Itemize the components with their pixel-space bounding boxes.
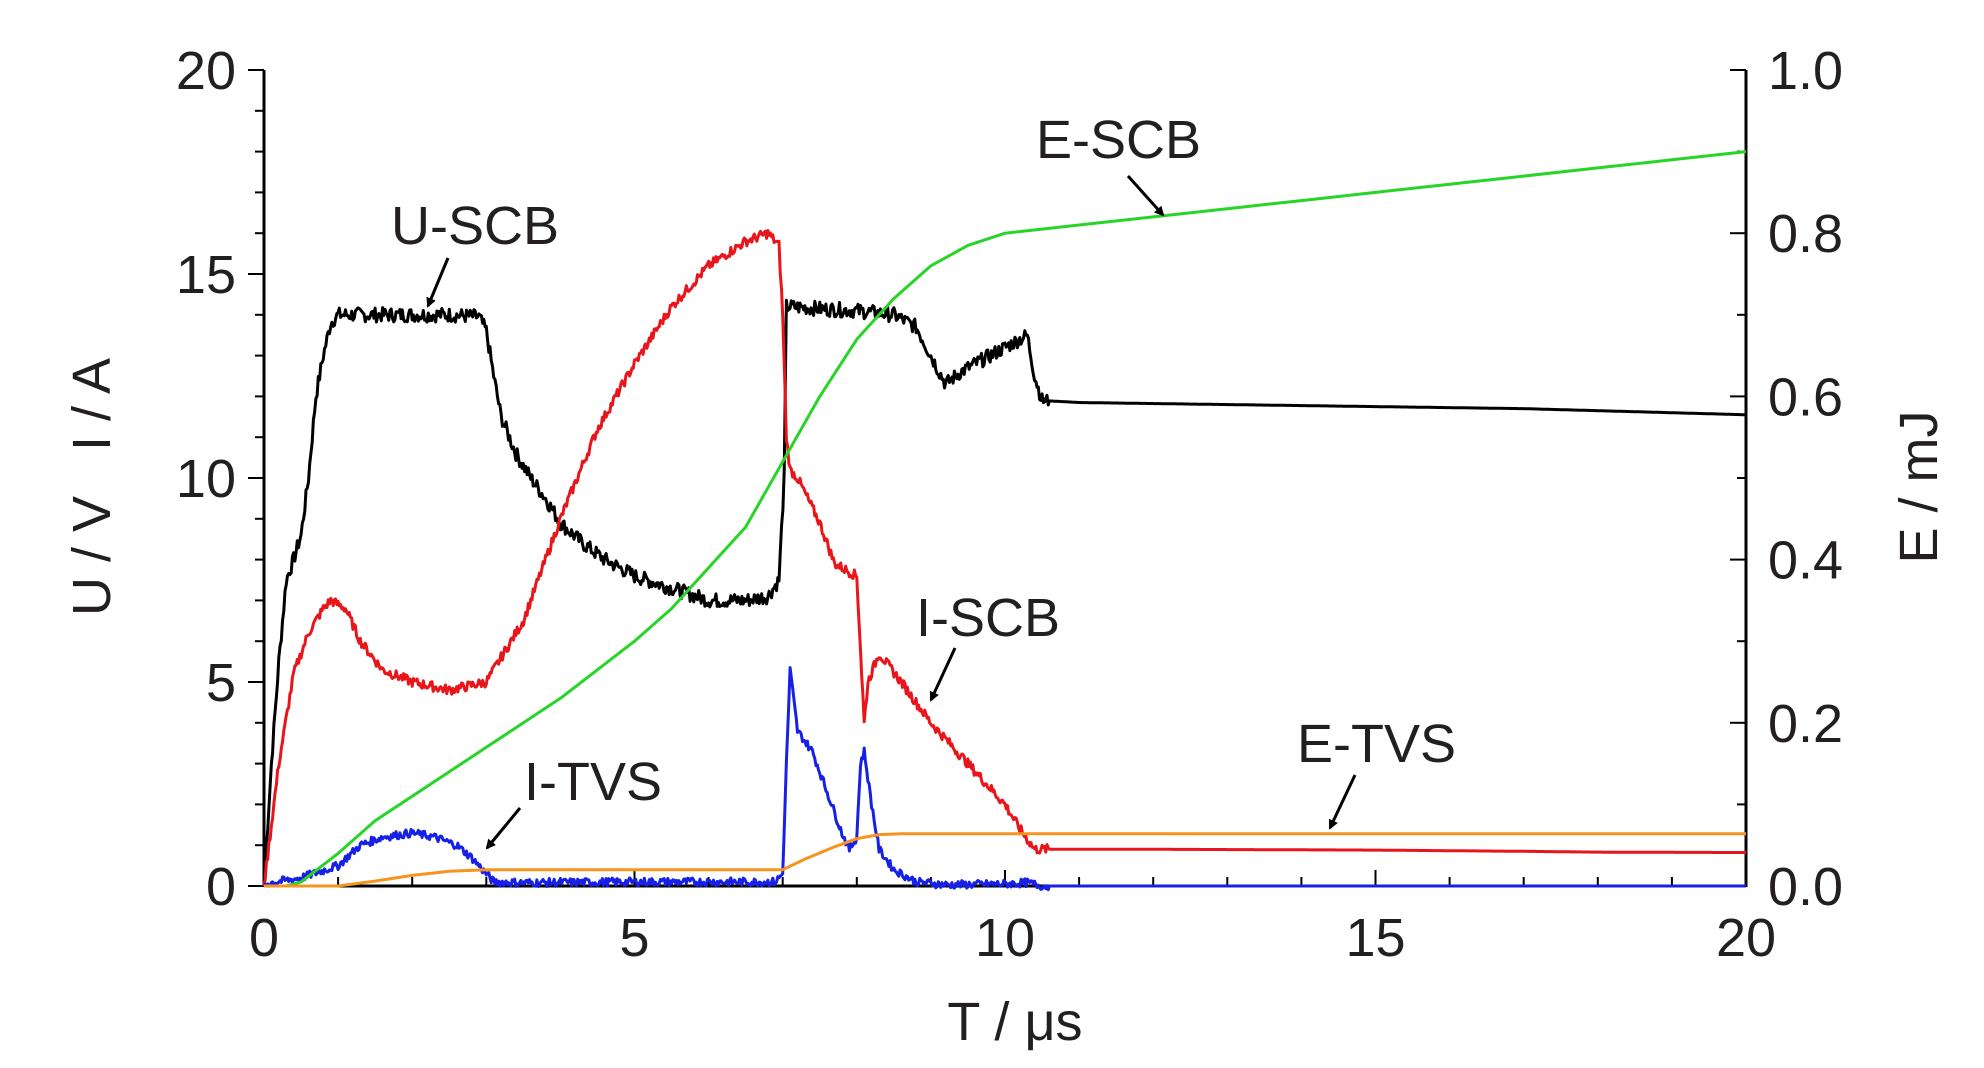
y-tick-label: 15 bbox=[176, 245, 236, 305]
series-line-i-scb bbox=[262, 229, 1747, 887]
annotation-arrow-u-scb bbox=[426, 257, 450, 308]
x-tick-label: 15 bbox=[1345, 908, 1405, 968]
annotation-arrow-i-tvs bbox=[485, 807, 522, 850]
annotation-e-tvs: E-TVS bbox=[1297, 714, 1456, 774]
annotation-e-scb: E-SCB bbox=[1036, 110, 1201, 170]
series-lines bbox=[262, 150, 1747, 892]
x-tick-label: 5 bbox=[619, 908, 649, 968]
y2-tick-label: 0.2 bbox=[1768, 694, 1843, 754]
right-y-axis: 0.0 0.2 0.4 0.6 0.8 1.0 bbox=[1730, 41, 1843, 917]
right-y-axis-title: E / mJ bbox=[1889, 410, 1949, 563]
left-y-axis-title: U / V I / A bbox=[62, 358, 122, 616]
series-line-i-tvs bbox=[263, 666, 1747, 892]
y2-tick-label: 0.4 bbox=[1768, 531, 1843, 591]
series-line-e-tvs bbox=[264, 832, 1746, 888]
y-tick-label: 0 bbox=[206, 857, 236, 917]
y2-tick-label: 0.6 bbox=[1768, 367, 1843, 427]
x-tick-label: 20 bbox=[1716, 908, 1776, 968]
annotation-i-scb: I-SCB bbox=[916, 588, 1060, 648]
x-tick-label: 0 bbox=[249, 908, 279, 968]
series-line-e-scb bbox=[285, 150, 1747, 888]
x-axis-title: T / μs bbox=[947, 992, 1082, 1052]
y-tick-label: 10 bbox=[176, 449, 236, 509]
y2-tick-label: 1.0 bbox=[1768, 41, 1843, 101]
y-tick-label: 5 bbox=[206, 653, 236, 713]
annotation-arrow-e-scb bbox=[1126, 174, 1165, 217]
annotation-arrow-i-scb bbox=[929, 647, 957, 702]
series-line-u-scb bbox=[262, 298, 1747, 887]
y2-tick-label: 0.0 bbox=[1768, 857, 1843, 917]
y2-tick-label: 0.8 bbox=[1768, 204, 1843, 264]
annotation-i-tvs: I-TVS bbox=[524, 752, 662, 812]
x-axis: 0 5 10 15 20 bbox=[249, 870, 1776, 968]
y-tick-label: 20 bbox=[176, 41, 236, 101]
annotation-arrow-e-tvs bbox=[1328, 774, 1357, 830]
x-tick-label: 10 bbox=[975, 908, 1035, 968]
plot-frame bbox=[262, 70, 1748, 888]
left-y-axis: 0 5 10 15 20 bbox=[176, 41, 264, 917]
annotation-u-scb: U-SCB bbox=[391, 196, 559, 256]
series-annotations: U-SCB E-SCB I-SCB I-TVS E-TVS bbox=[391, 110, 1456, 850]
